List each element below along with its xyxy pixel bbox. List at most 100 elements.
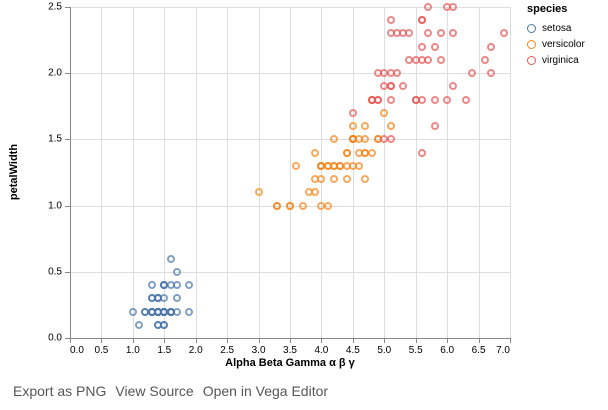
legend-label: versicolor xyxy=(542,38,585,50)
y-tick-label: 0.0 xyxy=(48,332,62,344)
gridline-vertical xyxy=(164,7,166,338)
x-tick-label: 3.5 xyxy=(283,345,297,356)
data-point-versicolor xyxy=(254,188,263,197)
action-links: Export as PNG View Source Open in Vega E… xyxy=(13,383,328,399)
data-point-virginica xyxy=(386,95,395,104)
x-tick xyxy=(70,338,71,343)
data-point-virginica xyxy=(449,3,458,11)
x-tick xyxy=(195,338,197,343)
x-tick xyxy=(321,338,323,343)
x-tick xyxy=(290,338,291,343)
open-vega-editor-link[interactable]: Open in Vega Editor xyxy=(202,383,329,399)
data-point-virginica xyxy=(348,108,357,117)
data-point-versicolor xyxy=(330,175,338,184)
gridline-horizontal xyxy=(70,271,510,273)
y-tick xyxy=(65,205,70,207)
data-point-virginica xyxy=(418,148,426,157)
data-point-virginica xyxy=(487,42,496,51)
gridline-vertical xyxy=(415,7,417,338)
y-tick xyxy=(65,271,70,273)
gridline-vertical xyxy=(101,7,103,338)
data-point-setosa xyxy=(185,281,194,290)
x-tick-label: 0.0 xyxy=(70,345,84,356)
legend-symbol-setosa-icon xyxy=(527,23,536,33)
data-point-virginica xyxy=(487,69,496,78)
x-tick xyxy=(258,338,260,343)
data-point-versicolor xyxy=(342,148,351,157)
data-point-virginica xyxy=(418,42,426,51)
legend-items: setosa versicolor virginica xyxy=(527,20,585,68)
data-point-virginica xyxy=(367,95,376,104)
data-point-versicolor xyxy=(380,108,389,117)
data-point-versicolor xyxy=(355,148,364,157)
data-point-versicolor xyxy=(367,148,376,157)
data-point-virginica xyxy=(399,82,408,91)
data-point-versicolor xyxy=(386,122,395,131)
data-point-virginica xyxy=(449,29,458,38)
legend-symbol-virginica-icon xyxy=(527,55,536,65)
data-point-setosa xyxy=(154,294,162,303)
data-point-virginica xyxy=(392,69,401,78)
data-point-virginica xyxy=(386,135,395,144)
y-tick xyxy=(65,7,70,8)
data-point-versicolor xyxy=(304,188,313,197)
x-tick xyxy=(132,338,134,343)
data-point-versicolor xyxy=(336,161,345,170)
gridline-horizontal xyxy=(70,7,510,8)
data-point-versicolor xyxy=(355,161,364,170)
x-tick-label: 5.5 xyxy=(408,345,423,356)
data-point-versicolor xyxy=(342,175,351,184)
data-point-virginica xyxy=(392,29,401,38)
gridline-vertical xyxy=(227,7,229,338)
x-tick xyxy=(415,338,417,343)
data-point-virginica xyxy=(405,29,414,38)
x-axis-title: Alpha Beta Gamma α β γ xyxy=(225,357,355,369)
data-point-setosa xyxy=(128,307,137,316)
data-point-versicolor xyxy=(348,122,357,131)
data-point-virginica xyxy=(374,69,382,78)
data-point-virginica xyxy=(436,55,445,64)
gridline-vertical xyxy=(258,7,260,338)
export-png-link[interactable]: Export as PNG xyxy=(13,383,107,399)
data-point-setosa xyxy=(154,320,162,329)
y-tick-label: 2.0 xyxy=(48,67,62,79)
data-point-versicolor xyxy=(298,201,307,210)
x-tick-label: 6.0 xyxy=(440,345,455,356)
data-point-setosa xyxy=(147,281,156,290)
data-point-virginica xyxy=(449,82,458,91)
legend-symbol-versicolor-icon xyxy=(527,39,536,49)
view-source-link[interactable]: View Source xyxy=(115,383,194,399)
data-point-versicolor xyxy=(330,135,338,144)
x-tick-label: 5.0 xyxy=(377,345,392,356)
data-point-versicolor xyxy=(311,148,320,157)
data-point-virginica xyxy=(436,29,445,38)
y-tick-label: 1.0 xyxy=(48,200,62,212)
data-point-setosa xyxy=(185,307,194,316)
gridline-vertical xyxy=(447,7,449,338)
x-tick xyxy=(101,338,103,343)
x-tick xyxy=(227,338,229,343)
data-point-setosa xyxy=(172,294,181,303)
scatter-chart: 0.0 0.5 1.0 1.5 2.0 2.5 3.0 3.5 4.0 4.5 5.0 5.5 6.0 6… xyxy=(8,2,585,370)
data-point-virginica xyxy=(418,16,426,25)
gridline-vertical xyxy=(321,7,323,338)
legend-label: virginica xyxy=(542,54,579,66)
data-point-versicolor xyxy=(361,135,370,144)
data-point-virginica xyxy=(418,55,426,64)
data-point-versicolor xyxy=(286,201,294,210)
data-point-virginica xyxy=(430,122,439,131)
data-point-virginica xyxy=(386,16,395,25)
data-point-versicolor xyxy=(323,161,332,170)
data-point-versicolor xyxy=(273,201,282,210)
gridline-vertical xyxy=(352,7,354,338)
x-tick-label: 4.5 xyxy=(345,345,360,356)
data-point-setosa xyxy=(166,254,175,263)
gridline-vertical xyxy=(195,7,197,338)
legend-title: species xyxy=(527,3,568,15)
data-point-versicolor xyxy=(317,175,326,184)
x-tick-label: 2.5 xyxy=(220,345,235,356)
data-point-versicolor xyxy=(361,122,370,131)
gridline-horizontal xyxy=(70,139,510,141)
gridline-vertical xyxy=(384,7,386,338)
